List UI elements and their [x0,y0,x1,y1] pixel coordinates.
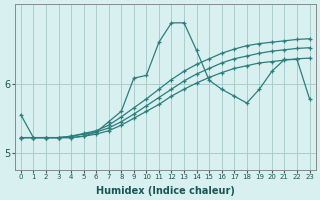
X-axis label: Humidex (Indice chaleur): Humidex (Indice chaleur) [96,186,235,196]
